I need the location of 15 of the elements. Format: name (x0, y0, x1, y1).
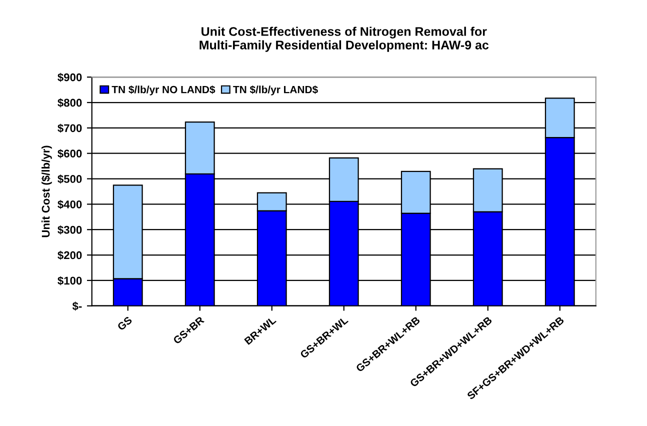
y-tick-label: $200 (58, 250, 82, 260)
legend-label: TN $/lb/yr LAND$ (233, 85, 318, 96)
x-tick-label: GS (116, 316, 132, 331)
y-tick-label: $100 (58, 276, 82, 286)
chart-title: Unit Cost-Effectiveness of Nitrogen Removal for Multi-Family Residential Development: HAW-9 ac (200, 26, 489, 52)
y-tick-label: $600 (58, 149, 82, 158)
y-tick-label: $900 (58, 72, 82, 82)
y-tick-label: $800 (58, 98, 82, 108)
y-tick-label: $500 (58, 174, 82, 184)
y-tick-label: $300 (58, 225, 82, 234)
y-tick-label: $- (72, 302, 82, 311)
y-tick-label: $400 (58, 200, 82, 210)
y-axis-title: Unit Cost ($/lb/yr) (41, 146, 52, 238)
legend-label: TN $/lb/yr NO LAND$ (112, 85, 216, 96)
y-tick-label: $700 (58, 124, 82, 133)
